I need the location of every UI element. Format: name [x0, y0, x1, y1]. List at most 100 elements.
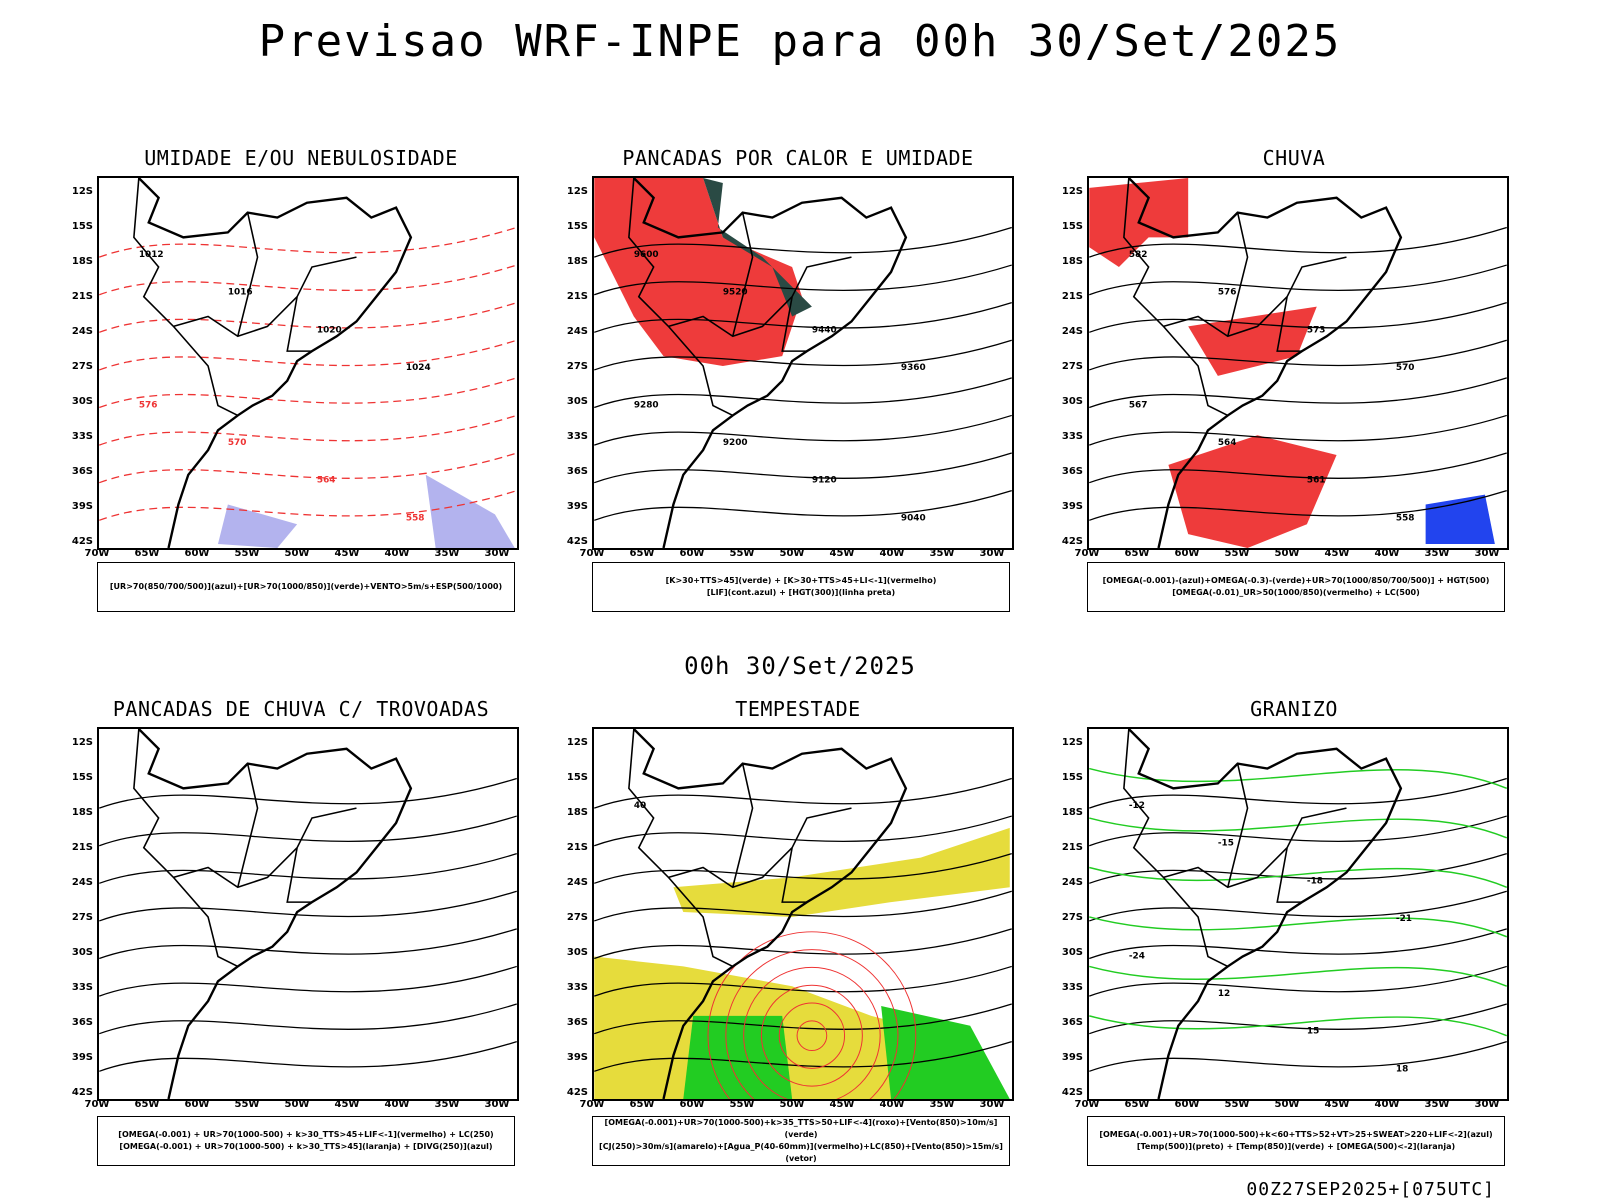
- lon-tick-label: 70W: [84, 548, 110, 559]
- panel-4-map: [97, 727, 519, 1101]
- contour-line: [594, 226, 1012, 258]
- contour-line: [1089, 1041, 1507, 1072]
- contour-line: [99, 815, 517, 847]
- lon-tick-label: 45W: [334, 1099, 360, 1110]
- convection-area-green: [703, 178, 812, 317]
- lon-tick-label: 55W: [729, 1099, 755, 1110]
- contour-value-label: 576: [139, 401, 158, 411]
- lon-tick-label: 65W: [134, 1099, 160, 1110]
- lat-tick-label: 27S: [1061, 361, 1083, 372]
- lon-tick-label: 70W: [84, 1099, 110, 1110]
- lon-tick-label: 40W: [1374, 548, 1400, 559]
- contour-line: [1089, 490, 1507, 521]
- lon-tick-label: 35W: [434, 548, 460, 559]
- panel-5-legend-line-1: [OMEGA(-0.001)+UR>70(1000-500)+k>35_TTS>…: [604, 1118, 998, 1139]
- contour-value-label: -21: [1396, 914, 1412, 924]
- contour-line: [1089, 817, 1507, 839]
- convection-area-red: [594, 178, 803, 366]
- wind-area: [683, 1015, 793, 1099]
- contour-line: [99, 452, 517, 484]
- contour-line: [594, 264, 1012, 296]
- lat-tick-label: 42S: [71, 1087, 93, 1098]
- panel-2-title: PANCADAS POR CALOR E UMIDADE: [622, 146, 974, 170]
- lat-tick-label: 30S: [71, 947, 93, 958]
- contour-line: [99, 853, 517, 884]
- lon-tick-label: 60W: [679, 548, 705, 559]
- lat-tick-label: 12S: [566, 186, 588, 197]
- contour-value-label: 40: [634, 801, 646, 811]
- contour-line: [99, 890, 517, 922]
- panel-4-legend-line-2: [OMEGA(-0.001) + UR>70(1000-500) + k>30_…: [119, 1142, 493, 1151]
- map-canvas: [99, 729, 517, 1099]
- contour-line: [1089, 302, 1507, 333]
- lat-tick-label: 36S: [1061, 1017, 1083, 1028]
- lat-tick-label: 24S: [71, 326, 93, 337]
- panel-3-map: 582 576 573 570 567 564 561 558: [1087, 176, 1509, 550]
- lon-tick-label: 30W: [979, 1099, 1005, 1110]
- contour-value-label: -12: [1129, 801, 1145, 811]
- contour-line: [760, 984, 863, 1087]
- lat-tick-label: 15S: [566, 221, 588, 232]
- lat-tick-label: 36S: [71, 1017, 93, 1028]
- state-borders: [133, 178, 357, 417]
- panel-6-map: -12 -15 -18 -21 -24 12 15 18: [1087, 727, 1509, 1101]
- contour-line: [99, 377, 517, 409]
- forecast-time-title: 00h 30/Set/2025: [684, 652, 916, 680]
- lat-tick-label: 18S: [71, 807, 93, 818]
- contour-line: [725, 949, 899, 1099]
- lat-tick-label: 30S: [71, 396, 93, 407]
- contour-value-label: -18: [1307, 876, 1323, 886]
- lat-tick-label: 30S: [1061, 396, 1083, 407]
- state-borders: [133, 729, 357, 968]
- contour-line: [594, 377, 1012, 409]
- panel-2-legend: [K>30+TTS>45](verde) + [K>30+TTS>45+LI<-…: [592, 562, 1010, 612]
- contour-line: [1089, 965, 1507, 987]
- lat-tick-label: 24S: [71, 877, 93, 888]
- lat-tick-label: 27S: [71, 912, 93, 923]
- panel-1-title: UMIDADE E/OU NEBULOSIDADE: [144, 146, 458, 170]
- lat-tick-label: 24S: [566, 877, 588, 888]
- map-canvas: 1012 1016 1020 1024 576 570 564 558: [99, 178, 517, 548]
- panel-1-map: 1012 1016 1020 1024 576 570 564 558: [97, 176, 519, 550]
- lat-tick-label: 18S: [1061, 256, 1083, 267]
- contour-value-label: 9040: [901, 513, 926, 523]
- contour-line: [594, 339, 1012, 371]
- lat-tick-label: 39S: [566, 1052, 588, 1063]
- lon-tick-label: 45W: [829, 548, 855, 559]
- contour-line: [1089, 377, 1507, 409]
- contour-line: [594, 452, 1012, 484]
- lon-tick-label: 70W: [1074, 1099, 1100, 1110]
- panel-2-legend-line-1: [K>30+TTS>45](verde) + [K>30+TTS>45+LI<-…: [665, 576, 937, 585]
- lat-tick-label: 39S: [1061, 1052, 1083, 1063]
- lon-tick-label: 65W: [629, 548, 655, 559]
- panel-5-legend: [OMEGA(-0.001)+UR>70(1000-500)+k>35_TTS>…: [592, 1116, 1010, 1166]
- panel-2-map: 9600 9520 9440 9360 9280 9200 9120 9040: [592, 176, 1014, 550]
- lat-tick-label: 21S: [566, 291, 588, 302]
- contour-value-label: 12: [1218, 989, 1230, 999]
- panel-6-legend: [OMEGA(-0.001)+UR>70(1000-500)+k<60+TTS>…: [1087, 1116, 1505, 1166]
- wind-area: [881, 1006, 1010, 1099]
- lon-tick-label: 55W: [234, 548, 260, 559]
- lat-tick-label: 21S: [1061, 842, 1083, 853]
- contour-line: [1089, 866, 1507, 888]
- coastline: [632, 178, 908, 548]
- panel-1-legend-line-1: [UR>70(850/700/500)](azul)+[UR>70(1000/8…: [109, 582, 503, 591]
- contour-line: [778, 1002, 846, 1069]
- lat-tick-label: 21S: [566, 842, 588, 853]
- contour-value-label: 567: [1129, 401, 1148, 411]
- contour-value-label: 1024: [406, 363, 431, 373]
- lon-tick-label: 35W: [434, 1099, 460, 1110]
- contour-line: [99, 1003, 517, 1035]
- lat-tick-label: 36S: [71, 466, 93, 477]
- contour-line: [1089, 1015, 1507, 1037]
- lat-tick-label: 33S: [71, 431, 93, 442]
- contour-value-label: 570: [1396, 363, 1415, 373]
- lat-tick-label: 21S: [1061, 291, 1083, 302]
- lat-tick-label: 42S: [1061, 536, 1083, 547]
- lat-tick-label: 42S: [566, 1087, 588, 1098]
- lon-tick-label: 65W: [134, 548, 160, 559]
- state-borders: [1123, 729, 1347, 968]
- lat-tick-label: 42S: [1061, 1087, 1083, 1098]
- contour-value-label: 570: [228, 438, 247, 448]
- lat-tick-label: 18S: [1061, 807, 1083, 818]
